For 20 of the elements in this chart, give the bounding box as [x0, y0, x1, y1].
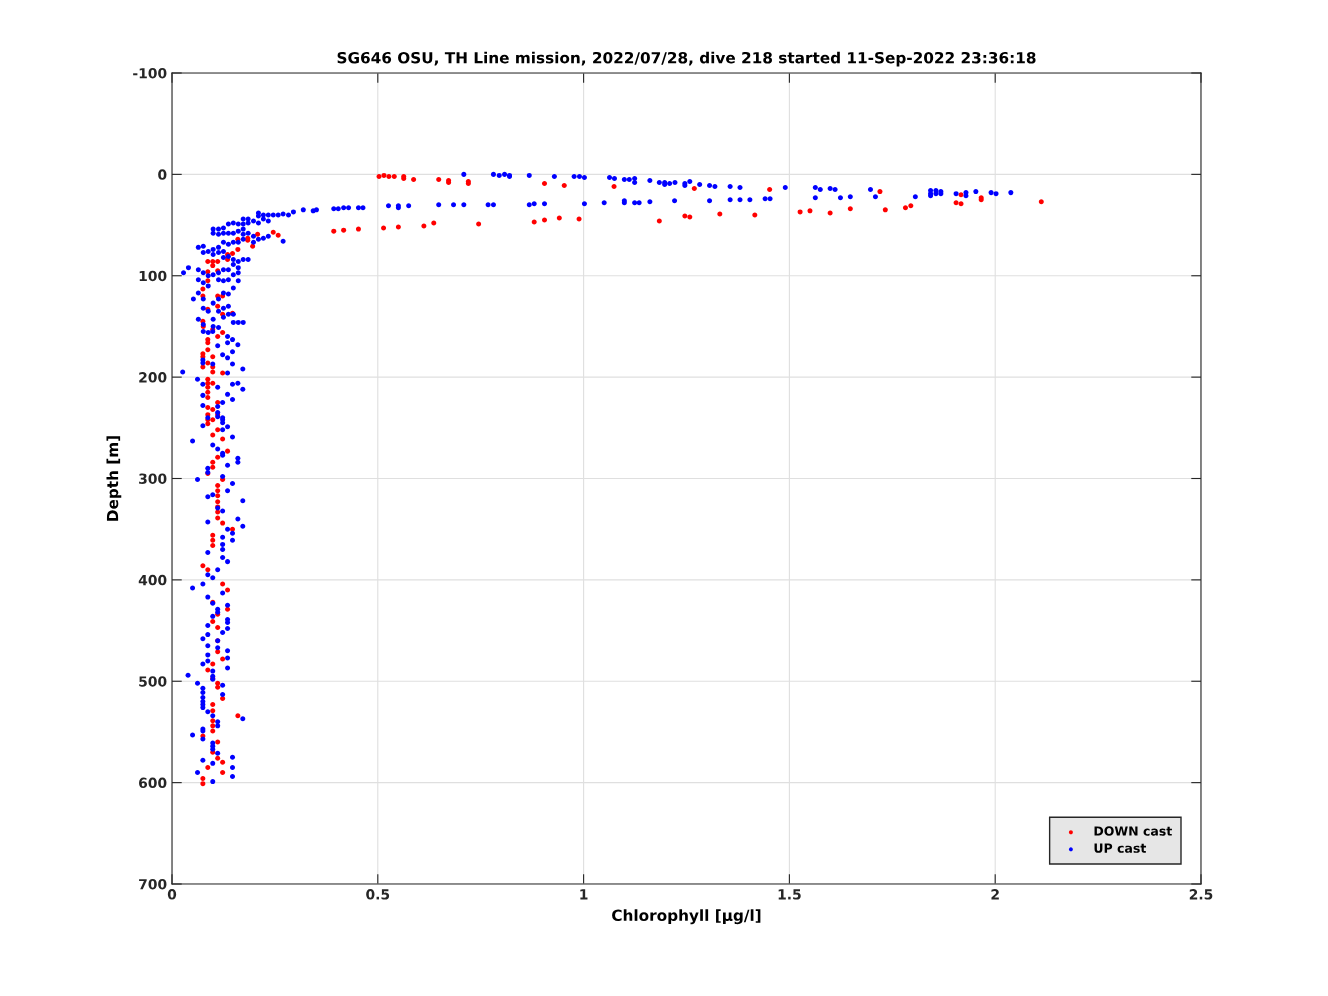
x-tick-label: 1.5	[778, 889, 801, 900]
chart-title: SG646 OSU, TH Line mission, 2022/07/28, dive 218 started 11-Sep-2022 23:36:18	[337, 51, 1036, 67]
y-tick-label: 600	[139, 777, 167, 789]
y-tick-label: 500	[139, 676, 167, 687]
x-tick-label: 1	[580, 889, 588, 900]
y-tick-label: 100	[139, 270, 167, 282]
x-tick-label: 2	[991, 889, 999, 900]
x-tick-label: 0	[167, 889, 177, 900]
y-tick-label: 300	[139, 473, 167, 484]
y-tick-label: 200	[139, 372, 167, 383]
legend-label: UP cast	[1094, 843, 1147, 853]
legend-label: DOWN cast	[1094, 826, 1172, 836]
x-tick-label: 0.5	[366, 889, 390, 900]
x-axis-title: Chlorophyll [μg/l]	[612, 909, 761, 925]
y-tick-label: 0	[158, 169, 167, 180]
y-axis-title: Depth [m]	[106, 436, 122, 521]
y-tick-label: 700	[139, 878, 167, 890]
x-tick-label: 2.5	[1189, 889, 1213, 900]
y-tick-label: -100	[133, 67, 167, 79]
y-tick-label: 400	[138, 574, 167, 586]
